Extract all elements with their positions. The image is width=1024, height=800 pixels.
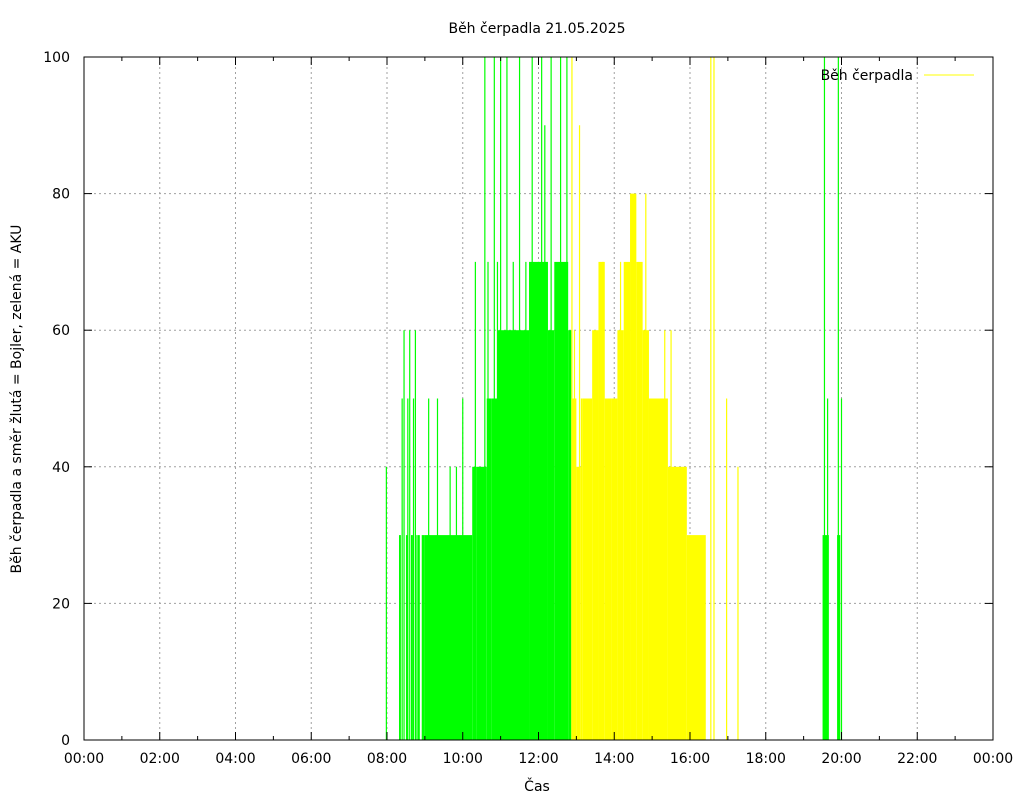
x-tick-label: 00:00 [973,751,1013,767]
x-tick-label: 10:00 [443,751,483,767]
legend: Běh čerpadla [821,68,974,84]
y-axis-label: Běh čerpadla a směr žlutá = Bojler, zele… [9,225,25,574]
bar-segment-bojler [686,535,706,740]
x-tick-label: 12:00 [518,751,558,767]
bar-segment-bojler [671,466,687,740]
bar-segment-aku [417,535,420,740]
y-tick-label: 20 [52,596,70,612]
bar-segment-bojler [580,398,583,740]
x-tick-label: 20:00 [821,751,861,767]
y-tick-label: 0 [61,733,70,749]
x-tick-label: 06:00 [291,751,331,767]
bar-segment-aku [424,535,473,740]
bar-segment-aku [472,466,477,740]
bar-segment-aku [822,535,829,740]
bar-segment-aku [421,535,425,740]
x-axis-label: Čas [524,777,550,795]
y-tick-label: 80 [52,187,70,203]
bar-segment-aku [486,398,492,740]
axis-ticks [83,56,994,741]
bar-segment-bojler [598,261,605,740]
x-tick-label: 02:00 [140,751,180,767]
x-tick-label: 14:00 [594,751,634,767]
bar-segment-bojler [576,466,581,740]
bar-segment-bojler [611,398,618,740]
x-axis-tick-labels: 00:00 02:00 04:00 06:00 08:00 10:00 12:00 14:00… [64,751,1013,767]
y-axis-tick-labels: 0 20 40 60 80 100 [43,50,70,749]
bar-segment-bojler [630,193,637,741]
bar-segment-bojler [623,261,631,740]
bar-segment-bojler [582,398,593,740]
bar-segment-bojler [571,398,577,740]
x-tick-label: 08:00 [367,751,407,767]
bar-segment-aku [554,261,569,740]
bar-segment-bojler [636,261,643,740]
bar-segment-aku [405,535,408,740]
bar-segment-aku [410,535,413,740]
x-tick-label: 00:00 [64,751,104,767]
y-tick-label: 100 [43,50,70,66]
bar-segment-aku [568,330,572,740]
x-tick-label: 16:00 [670,751,710,767]
bar-segment-bojler [667,466,672,740]
chart-title: Běh čerpadla 21.05.2025 [448,21,625,37]
x-tick-label: 04:00 [215,751,255,767]
y-tick-label: 60 [52,323,70,339]
y-tick-label: 40 [52,460,70,476]
bar-segment-aku [497,330,520,740]
legend-label: Běh čerpadla [821,68,913,84]
plot-area [385,57,843,741]
bar-segment-bojler [604,398,612,740]
x-tick-label: 18:00 [746,751,786,767]
bar-segment-aku [476,466,487,740]
bar-segment-bojler [648,398,668,740]
bar-segment-aku [519,330,530,740]
bar-segment-aku [415,535,417,740]
x-tick-label: 22:00 [897,751,937,767]
bar-segment-aku [398,535,401,740]
